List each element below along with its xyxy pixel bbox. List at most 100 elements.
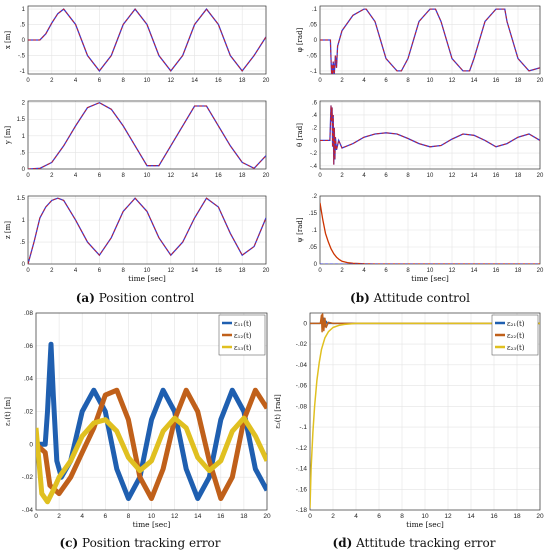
y-tick-label: -1	[20, 69, 26, 75]
x-axis-label: time [sec]	[411, 274, 449, 283]
y-tick-label: -.4	[310, 164, 318, 170]
panel-phi: 0 2 4 6 8 10 12 14 16 18 20 -.1 -.05 0 .05 .1 φ [rad]	[296, 5, 544, 84]
x-axis-label: time [sec]	[128, 274, 166, 283]
legend-label: ε₁₂(t)	[234, 332, 252, 340]
y-axis-label: y [m]	[4, 126, 12, 146]
series-line-reference	[28, 8, 266, 72]
x-tick-label: 10	[144, 78, 151, 84]
series-line-e2	[310, 313, 540, 333]
axes-frame	[309, 312, 541, 511]
x-tick-label: 18	[239, 268, 246, 274]
x-tick-label: 6	[384, 173, 388, 179]
y-tick-label: .1	[312, 228, 318, 234]
x-tick-label: 16	[490, 513, 498, 520]
x-tick-label: 8	[406, 78, 410, 84]
caption-c: (c) Position tracking error	[59, 536, 221, 550]
y-tick-label: -.05	[307, 53, 318, 59]
series-line-e3	[310, 322, 540, 508]
panel-psi: 0 2 4 6 8 10 12 14 16 18 20 0 .05 .1 .15 .2 ψ [rad] time …	[296, 194, 544, 283]
x-tick-label: 4	[74, 78, 78, 84]
x-tick-label: 16	[493, 173, 500, 179]
y-axis-label: ε₂(t) [rad]	[274, 394, 282, 429]
panel-z: 0 2 4 6 8 10 12 14 16 18 20 0 .5 1 1.5 z [m] time [sec]	[4, 195, 270, 283]
series-line-e2	[36, 387, 267, 501]
x-tick-label: 8	[406, 173, 410, 179]
legend: ε₁₁(t) ε₁₂(t) ε₁₃(t)	[218, 314, 266, 356]
series-line-reference	[28, 102, 266, 169]
x-tick-label: 0	[318, 173, 322, 179]
x-tick-label: 12	[167, 173, 174, 179]
x-tick-label: 0	[318, 268, 322, 274]
y-tick-label: 0	[22, 262, 26, 268]
axes-frame	[27, 195, 267, 265]
x-tick-label: 20	[537, 173, 544, 179]
x-tick-label: 2	[50, 268, 54, 274]
x-tick-label: 20	[537, 268, 544, 274]
y-axis-label: z [m]	[4, 221, 12, 239]
x-tick-label: 8	[122, 173, 126, 179]
panel-x: 0 2 4 6 8 10 12 14 16 18 20 -1 -.5 0 .5 1 x [m]	[4, 5, 270, 84]
x-tick-label: 14	[467, 513, 475, 520]
axes-frame	[35, 312, 268, 511]
x-tick-label: 4	[80, 513, 84, 520]
x-tick-label: 0	[308, 513, 312, 520]
y-tick-label: -.5	[18, 53, 26, 59]
x-tick-label: 16	[217, 513, 225, 520]
x-tick-label: 6	[98, 173, 102, 179]
panel-theta: 0 2 4 6 8 10 12 14 16 18 20 -.4 -.2 0 .2 .4 .6 θ [rad]	[296, 100, 544, 179]
y-tick-label: .15	[309, 211, 318, 217]
x-tick-label: 12	[171, 513, 179, 520]
x-tick-label: 6	[384, 268, 388, 274]
x-tick-label: 4	[362, 173, 366, 179]
y-tick-label: .1	[312, 7, 318, 13]
x-tick-label: 0	[26, 173, 30, 179]
x-tick-label: 8	[122, 78, 126, 84]
x-tick-label: 14	[191, 173, 198, 179]
caption-a: (a) Position control	[75, 291, 195, 305]
axes-frame	[27, 100, 267, 170]
y-tick-label: -.02	[296, 341, 308, 348]
x-tick-label: 18	[239, 78, 246, 84]
axes-frame	[319, 100, 541, 170]
x-tick-label: 12	[449, 173, 456, 179]
y-tick-label: .05	[309, 245, 318, 251]
x-tick-label: 18	[515, 268, 522, 274]
series-line-reference	[320, 105, 540, 165]
y-tick-label: -.14	[296, 466, 308, 473]
x-tick-label: 6	[103, 513, 107, 520]
y-tick-label: -.1	[299, 424, 307, 431]
x-tick-label: 10	[148, 513, 156, 520]
y-axis-label: θ [rad]	[296, 123, 304, 147]
x-tick-label: 8	[406, 268, 410, 274]
y-tick-label: 0	[314, 138, 318, 144]
x-tick-label: 4	[362, 268, 366, 274]
x-tick-label: 8	[127, 513, 131, 520]
y-tick-label: 1.5	[17, 117, 26, 123]
y-tick-label: 2	[22, 101, 26, 107]
y-tick-label: .2	[312, 126, 318, 132]
x-tick-label: 14	[471, 173, 478, 179]
x-tick-label: 12	[167, 78, 174, 84]
y-tick-label: .2	[312, 194, 318, 200]
x-tick-label: 18	[513, 513, 521, 520]
x-tick-label: 10	[421, 513, 429, 520]
panel-e1: 0 2 4 6 8 10 12 14 16 18 20 -.04 -.02 0 .02 .04 .06 .08 ε₁…	[4, 310, 271, 529]
y-tick-label: .6	[312, 100, 318, 106]
x-tick-label: 12	[449, 268, 456, 274]
x-tick-label: 18	[515, 78, 522, 84]
x-tick-label: 12	[167, 268, 174, 274]
y-tick-label: -.04	[22, 507, 34, 514]
y-tick-label: 0	[22, 167, 26, 173]
y-tick-label: -.08	[296, 403, 308, 410]
y-axis-label: ε₁(t) [m]	[4, 397, 12, 426]
panel-y: 0 2 4 6 8 10 12 14 16 18 20 0 .5 1 1.5 2 y [m]	[4, 100, 270, 179]
series-line-e3	[36, 415, 267, 505]
panel-e2: 0 2 4 6 8 10 12 14 16 18 20 -.18 -.16 -.14 -.12 -.1 -.08…	[274, 312, 544, 529]
x-tick-label: 0	[26, 268, 30, 274]
y-tick-label: 0	[303, 320, 307, 327]
caption-b: (b) Attitude control	[350, 291, 470, 305]
x-tick-label: 8	[400, 513, 404, 520]
series-line-reference	[28, 197, 266, 264]
x-tick-label: 6	[384, 78, 388, 84]
x-tick-label: 16	[215, 78, 222, 84]
